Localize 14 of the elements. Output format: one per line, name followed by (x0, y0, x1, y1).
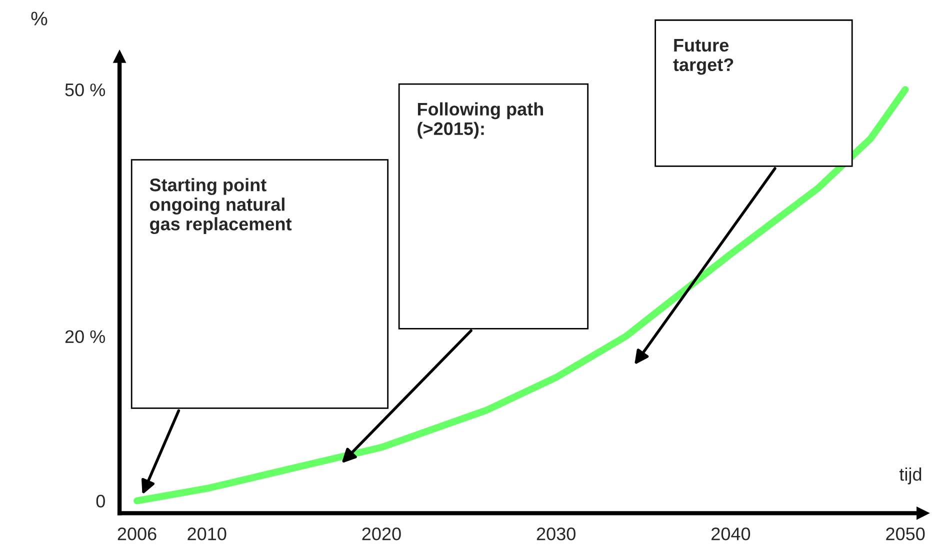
x-tick-label: 2010 (188, 528, 226, 540)
x-axis-title: tijd (899, 468, 922, 484)
annotation: Following path (>2015): (418, 102, 543, 139)
y-axis-title: % (31, 12, 48, 26)
x-tick-label: 2030 (536, 528, 576, 540)
annotation: Starting point ongoing natural gas replacement (150, 178, 292, 234)
x-tick-label: 2040 (712, 528, 750, 540)
x-tick-label: 2020 (362, 528, 401, 540)
x-tick-label: 2050 (886, 528, 925, 540)
y-tick-label: 20 % (65, 330, 106, 344)
x-tick-label: 2006 (118, 528, 156, 540)
y-tick-label: 50 % (65, 83, 106, 96)
y-tick-label: 0 (96, 494, 105, 508)
annotation: Future target? (673, 39, 734, 75)
